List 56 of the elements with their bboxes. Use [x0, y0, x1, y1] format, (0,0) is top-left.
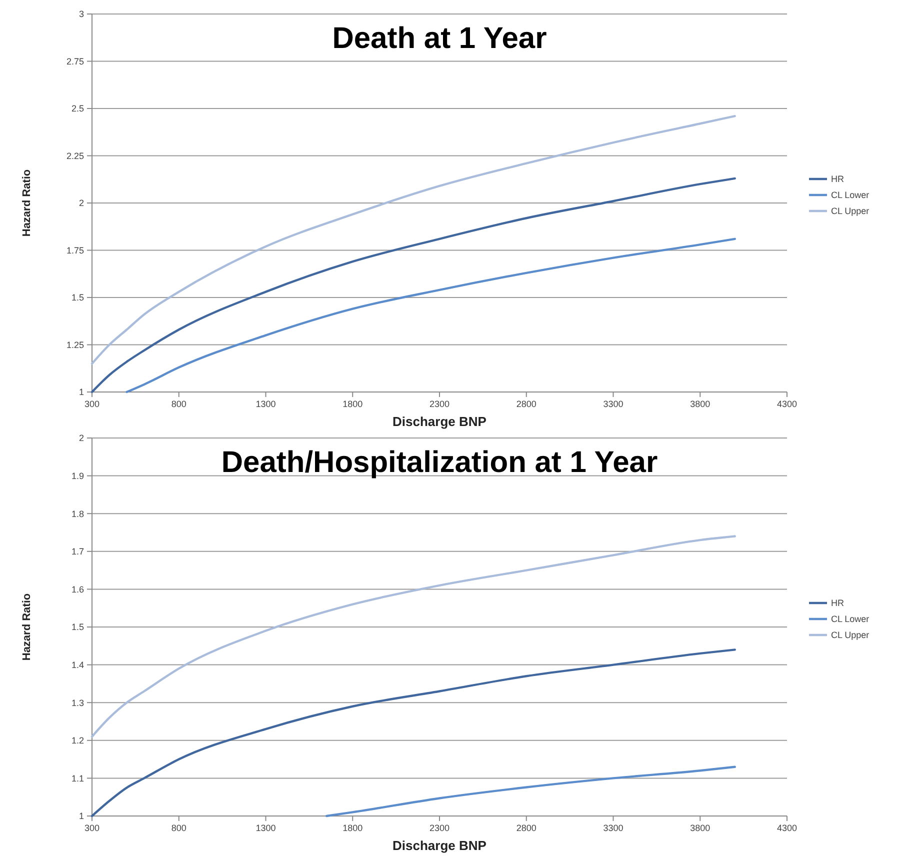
legend-label: HR	[831, 598, 844, 608]
chart-title: Death/Hospitalization at 1 Year	[221, 446, 658, 479]
line-series	[126, 238, 736, 394]
y-tick-label: 1	[78, 387, 84, 398]
x-tick-label: 1800	[342, 823, 363, 833]
y-tick-label: 2.75	[66, 56, 84, 66]
x-tick-label: 1300	[256, 823, 276, 833]
line-series	[90, 177, 736, 394]
x-tick-label: 2300	[429, 399, 450, 409]
x-tick-label: 3800	[690, 823, 710, 833]
y-tick-label: 2.25	[66, 150, 84, 161]
y-tick-label: 1.5	[71, 622, 84, 632]
x-axis-title: Discharge BNP	[392, 414, 487, 429]
y-tick-label: 2.5	[71, 104, 84, 114]
legend-label: CL Lower	[831, 614, 870, 624]
legend-label: HR	[831, 174, 844, 184]
x-axis-title: Discharge BNP	[392, 838, 487, 853]
x-tick-label: 2800	[516, 823, 536, 833]
y-tick-label: 1.5	[71, 292, 84, 303]
y-tick-label: 1.9	[71, 470, 84, 481]
x-tick-label: 4300	[776, 399, 798, 409]
line-series	[325, 766, 736, 818]
y-tick-label: 1.8	[71, 508, 84, 519]
x-tick-label: 3300	[603, 399, 624, 409]
line-series	[90, 535, 736, 738]
x-tick-label: 2300	[429, 823, 450, 833]
y-tick-label: 1.2	[71, 736, 84, 746]
y-tick-label: 1.7	[71, 546, 84, 557]
legend-label: CL Upper	[831, 206, 870, 216]
y-tick-label: 1.3	[71, 698, 84, 708]
legend-label: CL Lower	[831, 190, 870, 200]
x-tick-label: 300	[84, 399, 100, 409]
x-tick-label: 800	[171, 823, 186, 833]
y-tick-label: 1.1	[71, 773, 84, 784]
y-tick-label: 1.75	[66, 245, 84, 256]
x-tick-label: 300	[84, 823, 100, 833]
y-tick-label: 2	[78, 198, 84, 208]
legend-label: CL Upper	[831, 630, 870, 640]
x-tick-label: 1800	[342, 399, 363, 409]
x-tick-label: 1300	[256, 399, 276, 409]
y-tick-label: 3	[78, 9, 84, 20]
y-axis-title: Hazard Ratio	[21, 593, 33, 661]
x-tick-label: 3800	[690, 399, 710, 409]
y-tick-label: 1.4	[71, 660, 84, 670]
x-tick-label: 4300	[776, 823, 798, 833]
x-tick-label: 3300	[603, 823, 624, 833]
y-tick-label: 1.6	[71, 584, 84, 594]
y-tick-label: 1.25	[66, 340, 84, 350]
y-axis-title: Hazard Ratio	[21, 169, 33, 237]
chart-title: Death at 1 Year	[332, 22, 548, 55]
line-series	[90, 648, 736, 818]
line-series	[90, 114, 736, 365]
y-tick-label: 1	[78, 811, 84, 822]
y-tick-label: 2	[78, 433, 84, 444]
x-tick-label: 800	[171, 399, 186, 409]
x-tick-label: 2800	[516, 399, 536, 409]
